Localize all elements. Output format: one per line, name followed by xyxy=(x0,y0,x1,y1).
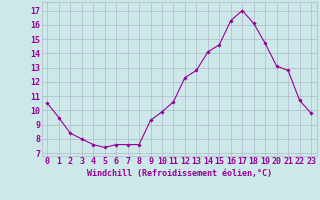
X-axis label: Windchill (Refroidissement éolien,°C): Windchill (Refroidissement éolien,°C) xyxy=(87,169,272,178)
